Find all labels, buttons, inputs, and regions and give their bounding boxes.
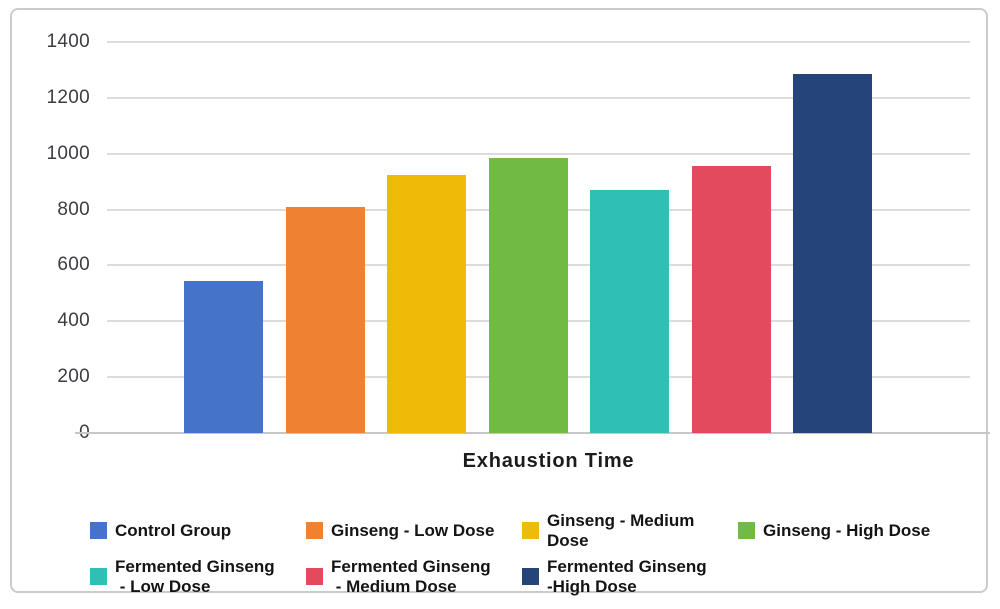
legend-row-1: Control Group Ginseng - Low Dose Ginseng -… (90, 508, 954, 553)
legend-swatch-icon (522, 568, 539, 585)
legend-swatch-icon (90, 522, 107, 539)
x-axis-baseline (75, 432, 990, 434)
y-tick-label: 800 (57, 198, 90, 220)
legend-label: Control Group (115, 520, 232, 540)
gridline (107, 152, 970, 155)
x-axis-title: Exhaustion Time (462, 450, 635, 472)
y-tick-label: 200 (57, 366, 90, 388)
gridline (107, 96, 970, 99)
legend-swatch-icon (738, 522, 755, 539)
legend-row-2: Fermented Ginseng - Low Dose Fermented Gi… (90, 554, 738, 599)
legend-item-fermented-ginseng-medium-dose: Fermented Ginseng - Medium Dose (306, 554, 522, 599)
y-tick-label: 400 (57, 310, 90, 332)
legend-item-fermented-ginseng-low-dose: Fermented Ginseng - Low Dose (90, 554, 306, 599)
legend-item-ginseng-high-dose: Ginseng - High Dose (738, 508, 954, 553)
y-tick-label: 1000 (46, 142, 90, 164)
legend-label: Ginseng - High Dose (763, 520, 931, 540)
y-tick-label: 1200 (46, 86, 90, 108)
legend-swatch-icon (90, 568, 107, 585)
bar-ginseng-medium-dose (387, 174, 466, 433)
bar-ginseng-low-dose (285, 206, 365, 433)
legend-label: Ginseng - Medium Dose (547, 511, 695, 550)
bar-fermented-ginseng-low-dose (590, 190, 669, 433)
y-tick-label: 1400 (46, 31, 90, 52)
bar-fermented-ginseng-medium-dose (691, 166, 771, 433)
legend-swatch-icon (306, 568, 323, 585)
y-tick-label: 600 (57, 254, 90, 276)
legend-item-fermented-ginseng-high-dose: Fermented Ginseng -High Dose (522, 554, 738, 599)
legend-item-ginseng-low-dose: Ginseng - Low Dose (306, 508, 522, 553)
legend-label: Fermented Ginseng - Medium Dose (331, 557, 491, 596)
legend-label: Ginseng - Low Dose (331, 520, 495, 540)
bar-control-group (184, 280, 263, 433)
legend-swatch-icon (522, 522, 539, 539)
legend-swatch-icon (306, 522, 323, 539)
legend-item-ginseng-medium-dose: Ginseng - Medium Dose (522, 508, 738, 553)
bar-ginseng-high-dose (488, 157, 568, 433)
legend-item-control-group: Control Group (90, 508, 306, 553)
legend-label: Fermented Ginseng -High Dose (547, 557, 707, 596)
chart-card: 1400120010008006004002000 Exhaustion Tim… (10, 8, 990, 596)
legend-label: Fermented Ginseng - Low Dose (115, 557, 275, 596)
bar-fermented-ginseng-high-dose (793, 74, 872, 433)
gridline (107, 41, 970, 43)
